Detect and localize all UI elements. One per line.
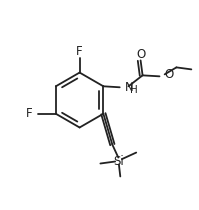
- Text: O: O: [164, 68, 173, 81]
- Text: F: F: [26, 107, 32, 120]
- Text: H: H: [130, 85, 138, 95]
- Text: N: N: [125, 81, 134, 94]
- Text: Si: Si: [113, 155, 124, 168]
- Text: F: F: [76, 45, 83, 58]
- Text: O: O: [137, 48, 146, 61]
